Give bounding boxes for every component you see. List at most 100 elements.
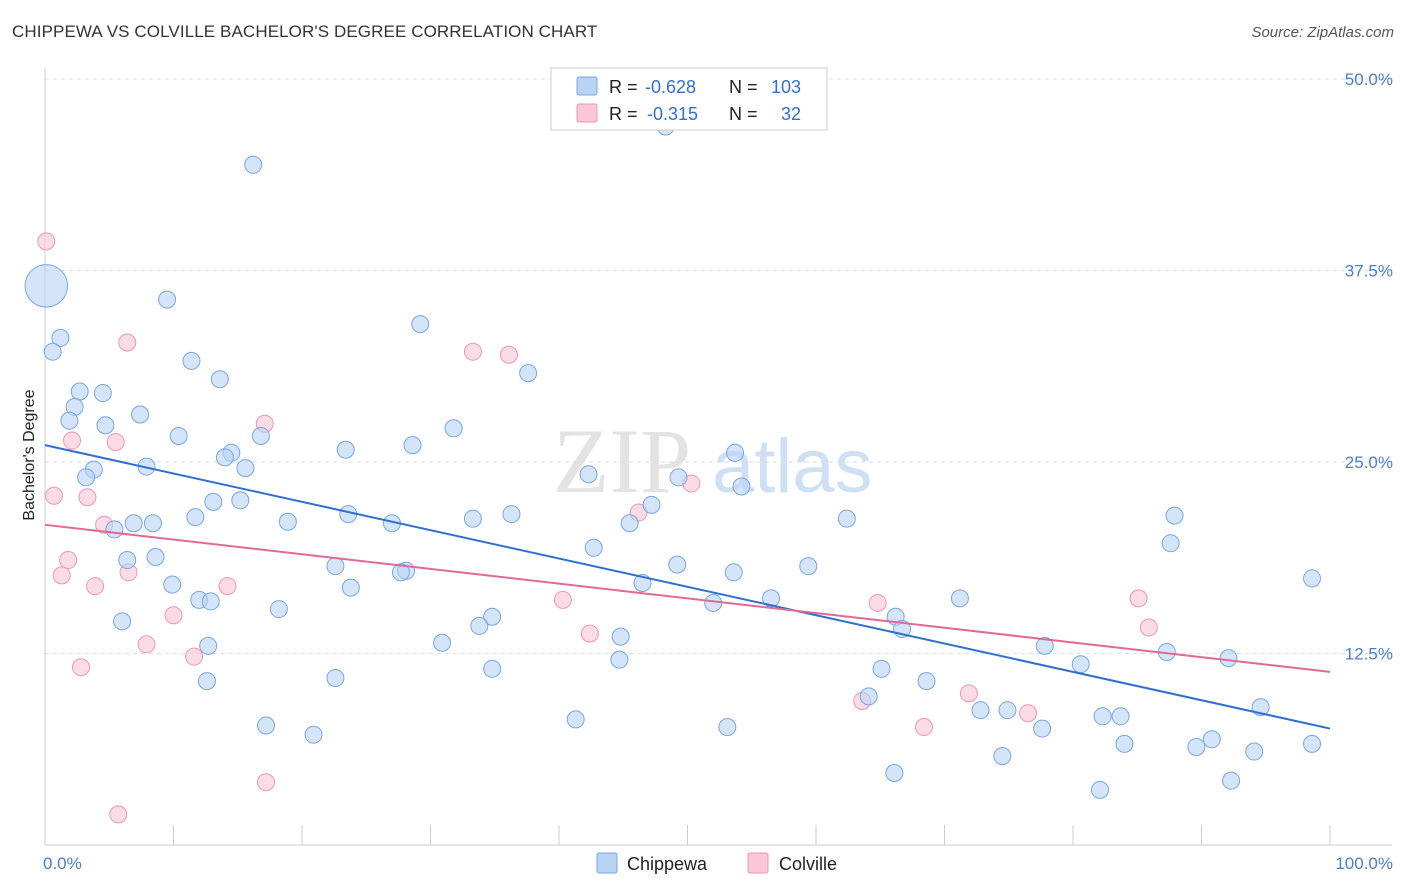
chippewa-point — [470, 616, 489, 635]
chippewa-point — [1219, 649, 1238, 668]
chippewa-point — [732, 477, 751, 496]
chippewa-point — [611, 627, 630, 646]
y-tick-label: 50.0% — [1345, 70, 1393, 89]
chippewa-point — [403, 436, 422, 455]
x-tick-label: 0.0% — [43, 854, 82, 873]
chippewa-point — [971, 701, 990, 720]
chippewa-point — [199, 636, 218, 655]
colville-point — [1019, 704, 1038, 723]
colville-point — [59, 551, 78, 570]
chippewa-point — [186, 508, 205, 527]
chippewa-point — [1222, 771, 1241, 790]
chippewa-point — [463, 509, 482, 528]
chippewa-point — [336, 440, 355, 459]
colville-point — [37, 232, 56, 251]
chippewa-point — [77, 468, 96, 487]
chippewa-point — [43, 342, 62, 361]
y-tick-label: 25.0% — [1345, 453, 1393, 472]
colville-point — [914, 718, 933, 737]
colville-point — [185, 647, 204, 666]
colville-point — [118, 333, 137, 352]
chippewa-point — [1111, 707, 1130, 726]
colville-point — [86, 577, 105, 596]
chippewa-point — [197, 672, 216, 691]
y-tick-label: 12.5% — [1345, 645, 1393, 664]
chippewa-point — [158, 290, 177, 309]
chippewa-point — [93, 384, 112, 403]
colville-point — [71, 658, 90, 677]
chippewa-point — [24, 264, 69, 308]
chippewa-point — [620, 514, 639, 533]
colville-point — [1129, 589, 1148, 608]
chippewa-point — [718, 718, 737, 737]
correlation-legend: R = -0.628 N = 103 R = -0.315 N = 32 — [550, 67, 828, 131]
colville-point — [137, 635, 156, 654]
chippewa-point — [762, 589, 781, 608]
chippewa-point — [1115, 734, 1134, 753]
colville-points — [37, 232, 1158, 824]
chippewa-point — [837, 509, 856, 528]
colville-point — [1139, 618, 1158, 637]
watermark: ZIP atlas — [553, 410, 873, 512]
colville-point — [257, 773, 276, 792]
colville-point — [109, 805, 128, 824]
chippewa-point — [950, 589, 969, 608]
chippewa-point — [201, 592, 220, 611]
chippewa-point — [1090, 780, 1109, 799]
series-legend-label-chippewa: Chippewa — [627, 854, 708, 874]
chippewa-point — [1165, 506, 1184, 525]
axes — [44, 68, 1392, 846]
chart-title: CHIPPEWA VS COLVILLE BACHELOR'S DEGREE C… — [12, 22, 598, 41]
y-tick-label: 37.5% — [1345, 262, 1393, 281]
chippewa-point — [251, 426, 270, 445]
chippewa-point — [917, 672, 936, 691]
colville-point — [106, 433, 125, 452]
legend-r-label: R = — [609, 77, 638, 97]
legend-n-label: N = — [729, 77, 758, 97]
chippewa-point — [859, 687, 878, 706]
colville-point — [218, 577, 237, 596]
legend-r-value: -0.315 — [647, 104, 698, 124]
legend-r-value: -0.628 — [645, 77, 696, 97]
chippewa-point — [163, 575, 182, 594]
chippewa-point — [204, 492, 223, 511]
legend-n-value: 32 — [781, 104, 801, 124]
chippewa-point — [118, 551, 137, 570]
chippewa-point — [1303, 734, 1322, 753]
series-legend-swatch-chippewa — [596, 852, 618, 874]
legend-swatch-colville — [576, 103, 598, 123]
colville-point — [44, 486, 63, 505]
colville-point — [62, 431, 81, 450]
legend-n-value: 103 — [771, 77, 801, 97]
y-axis-label: Bachelor's Degree — [21, 389, 38, 520]
chippewa-point — [885, 763, 904, 782]
chippewa-point — [993, 747, 1012, 766]
chippewa-point — [584, 538, 603, 557]
chippewa-point — [215, 448, 234, 467]
chippewa-point — [566, 710, 585, 729]
watermark-atlas: atlas — [712, 424, 873, 509]
colville-point — [164, 606, 183, 625]
chippewa-point — [872, 659, 891, 678]
chippewa-point — [60, 411, 79, 430]
chippewa-point — [1035, 636, 1054, 655]
series-legend: Chippewa Colville — [596, 852, 837, 874]
chippewa-point — [341, 578, 360, 597]
colville-point — [499, 345, 518, 364]
chippewa-point — [269, 600, 288, 619]
colville-point — [959, 684, 978, 703]
chippewa-point — [257, 716, 276, 735]
chippewa-point — [724, 563, 743, 582]
legend-swatch-chippewa — [576, 76, 598, 96]
chippewa-point — [668, 555, 687, 574]
x-tick-label: 100.0% — [1335, 854, 1393, 873]
chippewa-point — [304, 725, 323, 744]
chippewa-point — [1033, 719, 1052, 738]
chippewa-point — [1071, 655, 1090, 674]
chippewa-point — [1161, 534, 1180, 553]
chippewa-point — [799, 557, 818, 576]
chippewa-point — [113, 612, 132, 631]
chippewa-point — [1303, 569, 1322, 588]
chippewa-point — [433, 633, 452, 652]
chippewa-point — [483, 607, 502, 626]
